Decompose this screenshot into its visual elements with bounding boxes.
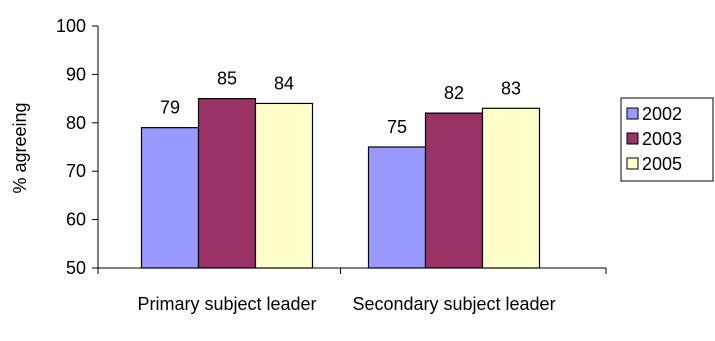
bar-2003-1 (197, 97, 257, 269)
y-tick-label: 60 (66, 210, 86, 230)
bar-2005-2 (481, 107, 541, 269)
legend-swatch-2003 (626, 132, 639, 145)
y-axis-title: % agreeing (10, 102, 30, 193)
legend-swatch-2002 (626, 107, 639, 120)
bars-layer (140, 97, 541, 269)
data-label: 79 (160, 98, 180, 118)
legend-label-2005: 2005 (642, 154, 682, 174)
y-tick-label: 80 (66, 113, 86, 133)
legend-swatch-2005 (626, 157, 639, 170)
data-label: 82 (444, 83, 464, 103)
bar-2005-1 (254, 102, 314, 269)
legend-label-2002: 2002 (642, 104, 682, 124)
bar-2002-1 (140, 127, 200, 269)
y-tick-label: 100 (56, 16, 86, 36)
data-label: 85 (217, 69, 237, 89)
y-tick-label: 50 (66, 258, 86, 278)
data-label: 84 (274, 73, 294, 93)
x-category-label: Primary subject leader (137, 294, 316, 314)
legend: 2002 2003 2005 (620, 97, 714, 182)
x-category-label: Secondary subject leader (352, 294, 555, 314)
data-label: 75 (387, 117, 407, 137)
bar-2003-2 (424, 112, 484, 269)
data-label: 83 (501, 78, 521, 98)
legend-label-2003: 2003 (642, 129, 682, 149)
bar-2002-2 (367, 146, 427, 269)
y-tick-label: 90 (66, 64, 86, 84)
labels-layer: 79 85 84 75 82 83 50 60 70 80 90 100 Primary subject… (56, 16, 556, 314)
axes-layer (92, 25, 607, 274)
y-tick-label: 70 (66, 161, 86, 181)
